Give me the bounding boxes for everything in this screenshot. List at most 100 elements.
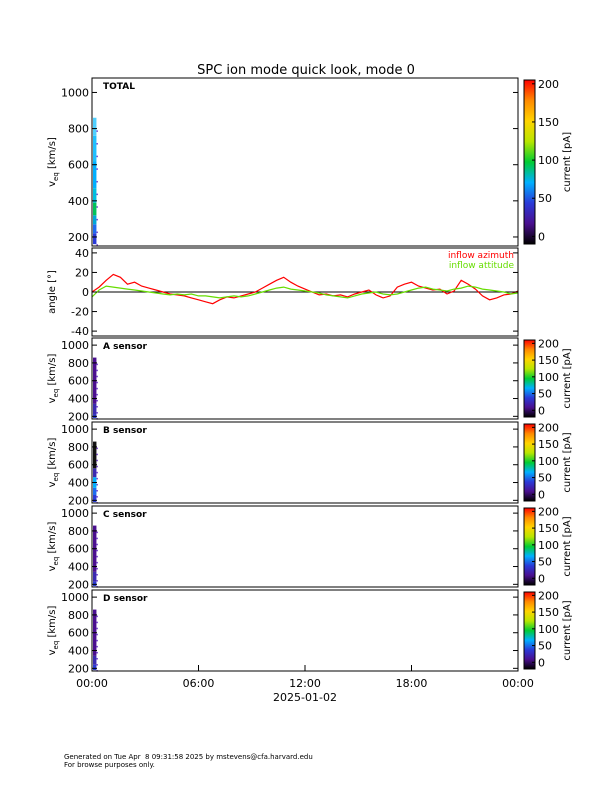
y-tick-label: -40: [71, 325, 89, 338]
colorbar-label: current [pA]: [562, 132, 573, 192]
y-label-unit: [km/s]: [47, 354, 58, 389]
colorbar-tick-label: 50: [538, 388, 552, 401]
y-tick-label: 400: [68, 561, 89, 574]
heatmap-speckle: [96, 543, 98, 546]
heatmap-cell: [93, 403, 97, 415]
panel-label: D sensor: [103, 594, 148, 604]
heatmap-speckle: [96, 537, 98, 540]
footer-generated-text: Generated on Tue Apr 8 09:31:58 2025 by …: [64, 753, 313, 761]
y-tick-label: 200: [68, 410, 89, 423]
panel-label: A sensor: [103, 342, 148, 352]
y-tick-label: 600: [68, 159, 89, 172]
heatmap-speckle: [96, 651, 98, 654]
heatmap-cell: [93, 655, 97, 665]
y-label-main: v: [47, 565, 58, 571]
footer-note: Generated on Tue Apr 8 09:31:58 2025 by …: [64, 753, 313, 769]
y-label-subscript: eq: [52, 389, 60, 398]
panel-label: TOTAL: [103, 82, 135, 92]
y-tick-label: 600: [68, 543, 89, 556]
colorbar-tick-label: 150: [538, 522, 559, 535]
heatmap-cell: [93, 441, 97, 469]
y-label-unit: [km/s]: [47, 137, 58, 172]
y-label-main: v: [47, 397, 58, 403]
y-label-subscript: eq: [52, 473, 60, 482]
y-label-unit: [km/s]: [47, 522, 58, 557]
colorbar: [523, 591, 536, 670]
heatmap-speckle: [96, 406, 98, 408]
y-label-main: v: [47, 181, 58, 187]
heatmap-cell: [93, 161, 97, 189]
heatmap-speckle: [96, 387, 98, 390]
colorbar: [523, 79, 536, 245]
colorbar: [523, 423, 536, 502]
heatmap-speckle: [96, 627, 98, 630]
heatmap-speckle: [96, 567, 98, 570]
y-tick-label: 600: [68, 375, 89, 388]
y-label-unit: [km/s]: [47, 606, 58, 641]
y-label-subscript: eq: [52, 172, 60, 181]
y-tick-label: 0: [82, 286, 89, 299]
heatmap-speckle: [96, 658, 98, 660]
y-axis-label: veq [km/s]: [47, 522, 60, 572]
colorbar-tick-label: 0: [538, 230, 545, 243]
colorbar-tick-label: 200: [538, 421, 559, 434]
y-tick-label: 1000: [61, 423, 89, 436]
y-axis-label: angle [°]: [47, 270, 58, 314]
heatmap-cell: [93, 571, 97, 582]
heatmap-speckle: [96, 453, 98, 456]
y-axis-label: veq [km/s]: [47, 354, 60, 404]
colorbar-label: current [pA]: [562, 600, 573, 660]
panel-label: B sensor: [103, 426, 147, 436]
heatmap-speckle: [96, 369, 98, 372]
y-tick-label: 20: [75, 266, 89, 279]
y-axis-label: veq [km/s]: [47, 137, 60, 187]
heatmap-speckle: [96, 555, 98, 558]
colorbar-tick-label: 100: [538, 539, 559, 552]
heatmap-speckle: [96, 393, 98, 396]
plot-frame: [91, 589, 519, 672]
y-tick-label: 1000: [61, 507, 89, 520]
panel-0: 200 400 600 800 1000 veq [km/s] TOTAL 0 50 100 150…: [47, 77, 573, 247]
y-label-unit: [km/s]: [47, 438, 58, 473]
colorbar-tick-label: 100: [538, 455, 559, 468]
y-tick-label: -20: [71, 306, 89, 319]
heatmap-speckle: [96, 459, 98, 462]
heatmap-speckle: [96, 549, 98, 552]
colorbar-tick-label: 150: [538, 116, 559, 129]
plot-frame: [91, 77, 519, 247]
heatmap-speckle: [96, 130, 98, 132]
colorbar-tick-label: 0: [538, 572, 545, 585]
heatmap-speckle: [96, 490, 98, 492]
colorbar-tick-label: 150: [538, 438, 559, 451]
heatmap-speckle: [96, 574, 98, 576]
plot-frame: [91, 421, 519, 504]
colorbar: [523, 507, 536, 586]
heatmap-speckle: [96, 615, 98, 618]
heatmap-speckle: [96, 218, 98, 221]
colorbar-tick-label: 50: [538, 556, 552, 569]
plot-frame: [91, 505, 519, 588]
chart-title: SPC ion mode quick look, mode 0: [197, 63, 415, 78]
y-tick-label: 800: [68, 357, 89, 370]
heatmap-speckle: [96, 639, 98, 642]
colorbar: [523, 339, 536, 418]
colorbar-tick-label: 150: [538, 354, 559, 367]
y-tick-label: 800: [68, 609, 89, 622]
colorbar-tick-label: 50: [538, 472, 552, 485]
y-axis-label: veq [km/s]: [47, 606, 60, 656]
footer-browse-text: For browse purposes only.: [64, 761, 155, 769]
y-tick-label: 800: [68, 525, 89, 538]
heatmap-cell: [93, 135, 97, 162]
heatmap-cell: [93, 487, 97, 495]
y-tick-label: 1000: [61, 339, 89, 352]
y-tick-label: 200: [68, 662, 89, 675]
heatmap-cell: [93, 117, 97, 136]
colorbar-tick-label: 50: [538, 192, 552, 205]
x-tick-label: 06:00: [183, 677, 215, 690]
heatmap-speckle: [96, 363, 98, 366]
